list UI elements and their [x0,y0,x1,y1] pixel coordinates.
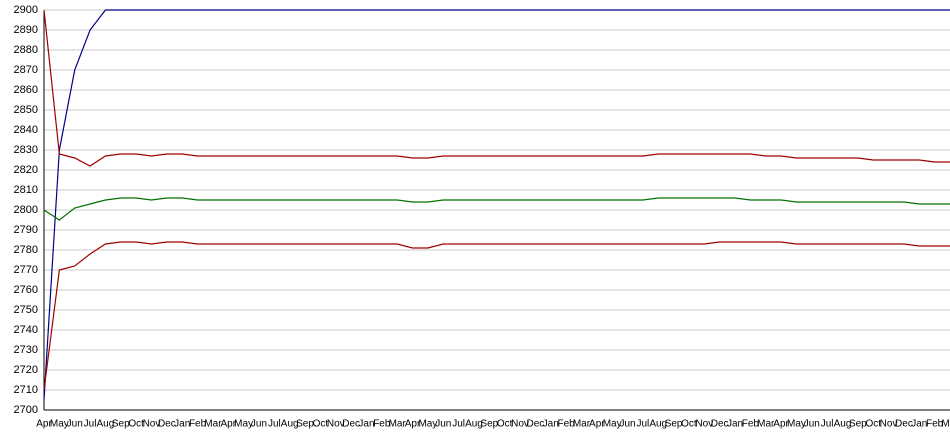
x-tick-label: Jul [821,419,834,430]
x-tick-label: Aug [465,419,483,430]
x-tick-label: Apr [220,419,236,430]
x-tick-label: Dec [895,419,913,430]
x-tick-label: Jun [804,419,820,430]
x-tick-label: Oct [313,419,329,430]
x-tick-label: May [50,419,69,430]
x-tick-label: Jan [911,419,927,430]
x-tick-label: Apr [36,419,52,430]
x-tick-label: Apr [405,419,421,430]
y-tick-label: 2730 [14,344,38,356]
x-tick-label: Oct [865,419,881,430]
x-tick-label: May [787,419,806,430]
x-tick-label: Feb [557,419,575,430]
y-tick-label: 2720 [14,364,38,376]
x-tick-label: Dec [158,419,176,430]
y-tick-label: 2820 [14,164,38,176]
series-line [43,9,950,167]
y-tick-label: 2790 [14,224,38,236]
y-tick-label: 2740 [14,324,38,336]
y-tick-label: 2890 [14,24,38,36]
y-tick-label: 2760 [14,284,38,296]
x-tick-label: Sep [665,419,683,430]
x-tick-label: Jun [67,419,83,430]
x-tick-label: Jul [84,419,97,430]
x-tick-label: Feb [189,419,207,430]
x-tick-label: Sep [296,419,314,430]
x-tick-label: May [418,419,437,430]
x-tick-label: Jan [358,419,374,430]
x-tick-label: Feb [926,419,944,430]
x-tick-label: Apr [589,419,605,430]
x-tick-label: Mar [204,419,222,430]
x-tick-label: Feb [373,419,391,430]
y-tick-label: 2860 [14,84,38,96]
x-tick-label: Jun [435,419,451,430]
x-tick-label: Jan [727,419,743,430]
x-tick-label: Nov [327,419,345,430]
y-tick-label: 2750 [14,304,38,316]
x-tick-label: Jul [636,419,649,430]
y-tick-label: 2710 [14,384,38,396]
x-tick-label: Nov [695,419,713,430]
x-tick-label: Nov [511,419,529,430]
y-tick-label: 2880 [14,44,38,56]
x-tick-label: Oct [681,419,697,430]
x-tick-label: May [603,419,622,430]
x-tick-label: Oct [497,419,513,430]
x-tick-label: Feb [742,419,760,430]
x-tick-label: Sep [112,419,130,430]
y-tick-label: 2770 [14,264,38,276]
x-tick-label: Dec [342,419,360,430]
x-tick-label: Oct [128,419,144,430]
series-line [43,197,950,221]
y-tick-label: 2700 [14,404,38,416]
y-tick-label: 2780 [14,244,38,256]
x-tick-label: Jul [268,419,281,430]
x-tick-label: Sep [849,419,867,430]
series-line [43,9,950,401]
x-tick-label: Jun [619,419,635,430]
y-tick-label: 2870 [14,64,38,76]
y-tick-label: 2850 [14,104,38,116]
x-tick-label: Sep [480,419,498,430]
x-tick-label: Aug [834,419,852,430]
x-tick-label: Jan [543,419,559,430]
x-tick-label: Nov [880,419,898,430]
y-tick-label: 2800 [14,204,38,216]
y-tick-label: 2830 [14,144,38,156]
x-tick-label: Mar [389,419,407,430]
y-tick-label: 2840 [14,124,38,136]
x-tick-label: Aug [281,419,299,430]
x-tick-label: Aug [97,419,115,430]
y-tick-label: 2900 [14,4,38,16]
y-tick-label: 2810 [14,184,38,196]
x-tick-label: Mar [573,419,591,430]
x-tick-label: May [234,419,253,430]
x-tick-label: Dec [526,419,544,430]
x-tick-label: Mar [941,419,950,430]
x-tick-label: Mar [757,419,775,430]
series-line [43,241,950,391]
x-tick-label: Nov [143,419,161,430]
x-tick-label: Aug [649,419,667,430]
x-tick-label: Jun [251,419,267,430]
x-tick-label: Jan [174,419,190,430]
x-tick-label: Apr [773,419,789,430]
x-tick-label: Jul [452,419,465,430]
x-tick-label: Dec [711,419,729,430]
